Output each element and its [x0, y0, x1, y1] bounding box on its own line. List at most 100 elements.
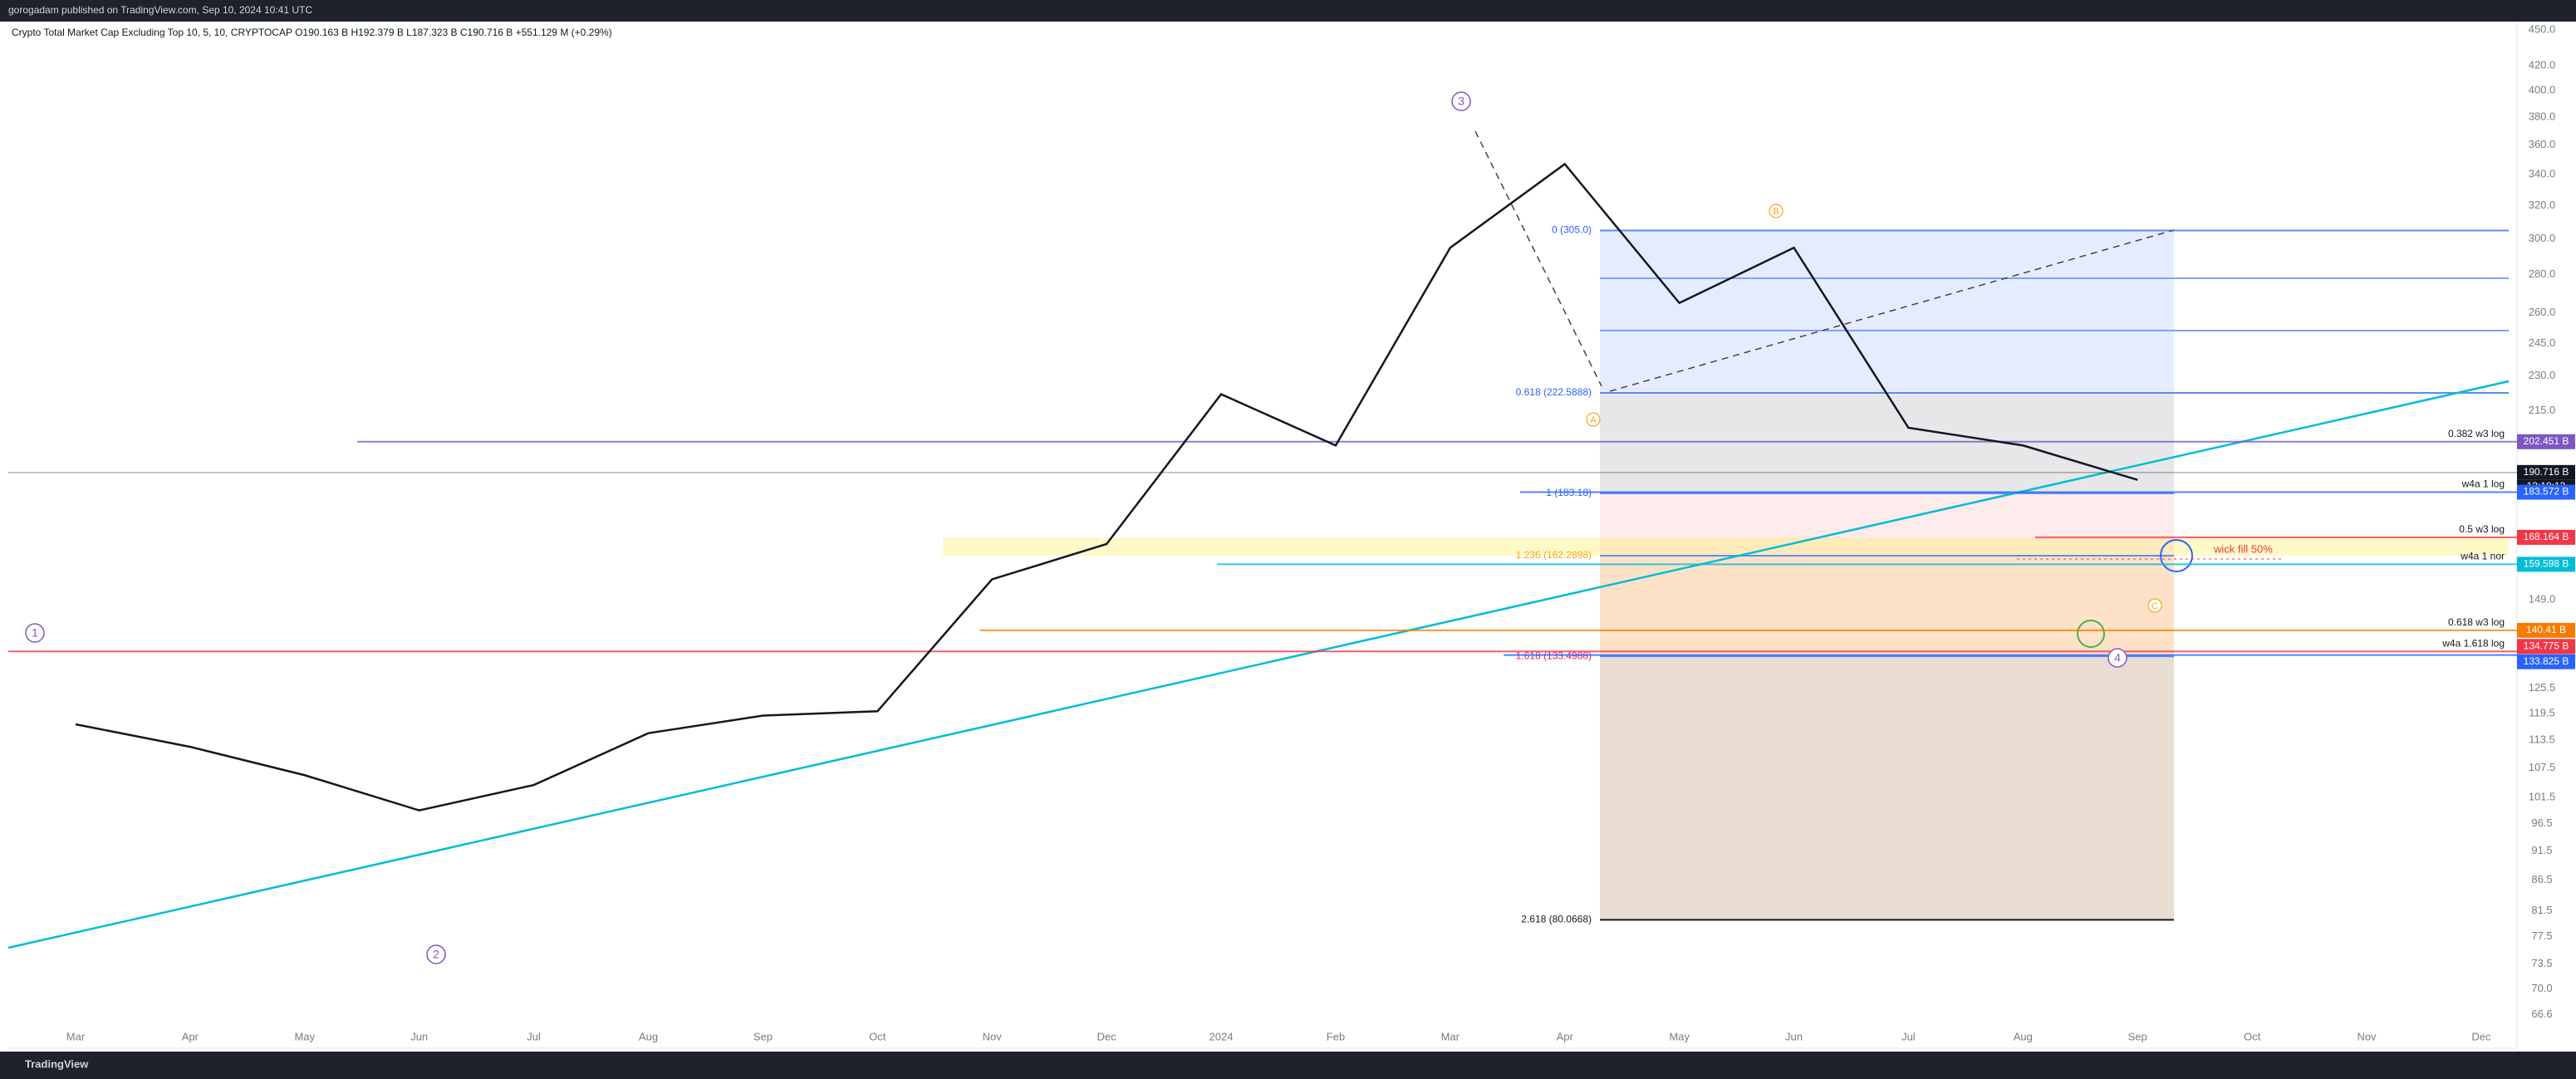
y-tick-label: 73.5	[2531, 957, 2552, 969]
y-tick-label: 450.0	[2529, 23, 2556, 36]
price-badge-text: 133.825 B	[2524, 655, 2569, 667]
y-tick-label: 149.0	[2529, 592, 2556, 605]
fib-zone	[1600, 493, 2174, 556]
x-tick-label: Nov	[983, 1030, 1003, 1042]
zone	[943, 537, 2509, 556]
y-tick-label: 300.0	[2529, 232, 2556, 244]
price-badge-text: 202.451 B	[2524, 435, 2569, 447]
wave-marker	[426, 944, 446, 964]
price-badge	[2517, 529, 2575, 545]
highlight-circle	[2160, 539, 2193, 572]
note: wick fill 50%	[2213, 542, 2273, 555]
y-tick-label: 70.0	[2531, 982, 2552, 994]
level-label: w4a 1 nor	[2460, 551, 2505, 562]
y-tick-label: 66.6	[2531, 1008, 2552, 1020]
level-label: w4a 1 log	[2461, 478, 2505, 490]
price-badge	[2517, 434, 2575, 449]
x-tick-label: Nov	[2357, 1030, 2377, 1042]
x-tick-label: Aug	[2014, 1030, 2033, 1042]
fib-label: 0 (305.0)	[1552, 224, 1592, 236]
x-tick-label: Jun	[1785, 1030, 1803, 1042]
x-tick-label: Oct	[869, 1030, 886, 1042]
abc-label: B	[1773, 207, 1779, 217]
y-tick-label: 81.5	[2531, 904, 2552, 916]
x-tick-label: Mar	[66, 1030, 86, 1042]
price-badge-text: 159.598 B	[2524, 558, 2569, 570]
y-tick-label: 107.5	[2529, 761, 2556, 773]
price-badge	[2517, 464, 2575, 480]
x-tick-label: May	[295, 1030, 316, 1042]
y-tick-label: 77.5	[2531, 929, 2552, 942]
x-tick-label: Apr	[1557, 1030, 1574, 1042]
y-tick-label: 340.0	[2529, 168, 2556, 180]
y-tick-label: 420.0	[2529, 58, 2556, 71]
price-badge-text: 183.572 B	[2524, 486, 2569, 498]
wave-label: 4	[2114, 651, 2121, 665]
y-tick-label: 113.5	[2529, 733, 2555, 745]
price-badge-text: 140.41 B	[2526, 624, 2566, 635]
fib-zone	[1600, 392, 2174, 493]
level-label: w4a 1.618 log	[2441, 637, 2505, 649]
price-badge-text: 168.164 B	[2524, 531, 2569, 542]
x-tick-label: Aug	[639, 1030, 658, 1042]
y-tick-label: 125.5	[2529, 681, 2556, 694]
fib-label: 1.236 (162.2898)	[1516, 549, 1592, 561]
y-tick-label: 280.0	[2529, 267, 2556, 280]
abc-label: A	[1590, 415, 1597, 425]
fib-zone	[1600, 230, 2174, 393]
y-tick-label: 380.0	[2529, 110, 2556, 123]
y-tick-label: 119.5	[2529, 706, 2555, 719]
price-badge	[2517, 484, 2575, 500]
level-label: 0.5 w3 log	[2459, 523, 2505, 535]
y-tick-label: 101.5	[2529, 791, 2556, 803]
y-tick-label: 400.0	[2529, 84, 2556, 96]
abc-marker	[1769, 204, 1784, 218]
brand: TradingView	[25, 1057, 89, 1070]
price-line	[75, 162, 2138, 812]
price-badge-text: 134.775 B	[2524, 640, 2569, 651]
x-tick-label: Jun	[410, 1030, 428, 1042]
x-tick-label: May	[1669, 1030, 1690, 1042]
y-tick-label: 245.0	[2529, 336, 2556, 349]
x-tick-label: Jul	[527, 1030, 541, 1042]
x-tick-label: Sep	[753, 1030, 773, 1042]
price-badge	[2517, 622, 2575, 638]
price-badge	[2517, 557, 2575, 572]
dashed-line	[1474, 130, 1602, 387]
level-label: 0.618 w3 log	[2448, 616, 2505, 628]
y-tick-label: 91.5	[2531, 844, 2552, 856]
y-tick-label: 86.5	[2531, 873, 2552, 885]
x-tick-label: Dec	[2471, 1030, 2491, 1042]
wave-label: 2	[433, 948, 439, 961]
price-badge	[2517, 654, 2575, 669]
wave-marker	[2107, 648, 2127, 668]
wave-label: 3	[1458, 95, 1465, 108]
y-tick-label: 215.0	[2529, 404, 2556, 416]
y-tick-label: 320.0	[2529, 199, 2556, 211]
dashed-line	[1609, 229, 2175, 392]
price-badge	[2517, 639, 2575, 655]
abc-label: C	[2152, 601, 2158, 611]
level-label: 0.382 w3 log	[2448, 428, 2505, 439]
legend: Crypto Total Market Cap Excluding Top 10…	[12, 27, 612, 38]
x-tick-label: 2024	[1209, 1030, 1234, 1042]
highlight-circle	[2077, 620, 2105, 648]
fib-label: 2.618 (80.0668)	[1521, 913, 1592, 925]
wave-marker	[25, 623, 45, 643]
x-tick-label: Mar	[1441, 1030, 1460, 1042]
fib-label: 0.618 (222.5888)	[1516, 386, 1592, 398]
price-badge-text: 190.716 B	[2524, 466, 2569, 478]
trend-line	[7, 380, 2510, 949]
abc-marker	[1586, 412, 1601, 427]
x-tick-label: Feb	[1327, 1030, 1345, 1042]
bottom-bar	[0, 1052, 2576, 1079]
wave-label: 1	[32, 626, 38, 640]
x-tick-label: Sep	[2128, 1030, 2147, 1042]
y-tick-label: 360.0	[2529, 138, 2556, 150]
y-tick-label: 260.0	[2529, 306, 2556, 318]
published: gorogadam published on TradingView.com, …	[8, 4, 312, 16]
y-tick-label: 96.5	[2531, 817, 2552, 829]
abc-marker	[2147, 598, 2162, 613]
